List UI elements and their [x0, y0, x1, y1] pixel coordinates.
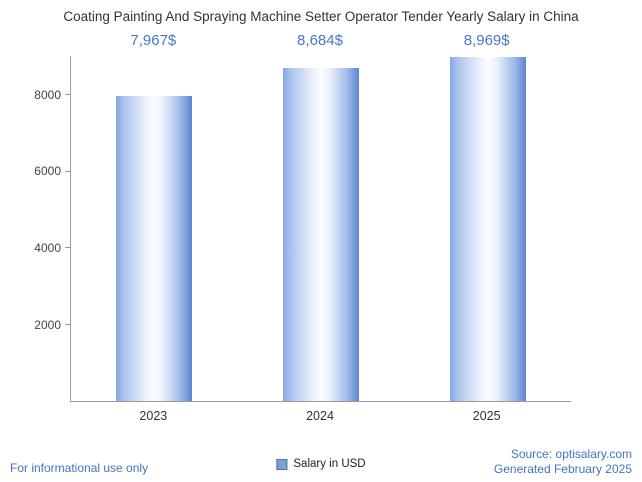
chart-title: Coating Painting And Spraying Machine Se… [63, 9, 579, 24]
x-axis-labels: 2023 2024 2025 [70, 402, 570, 424]
bar-value-label: 8,684$ [297, 32, 343, 50]
y-axis-tick-label: 6000 [34, 164, 61, 179]
legend-label: Salary in USD [293, 458, 366, 470]
chart: 7,967$ 8,684$ 8,969$ 2000 4000 6000 8000 2023… [34, 30, 571, 424]
x-axis-tick-label: 2023 [139, 409, 168, 424]
source-link[interactable]: Source: optisalary.com [510, 446, 632, 461]
y-axis-tick [65, 170, 71, 172]
y-axis-tick-label: 8000 [34, 87, 61, 102]
bar [116, 95, 193, 402]
bar [283, 68, 359, 402]
value-labels-row: 7,967$ 8,684$ 8,969$ [70, 30, 570, 56]
plot-area: 2000 4000 6000 8000 [34, 56, 571, 403]
y-axis-tick-label: 2000 [34, 317, 61, 332]
legend-swatch [276, 458, 288, 470]
x-axis-tick-label: 2025 [472, 409, 501, 424]
x-axis-tick-label: 2024 [306, 409, 334, 424]
y-axis-tick [65, 324, 71, 326]
disclaimer-text: For informational use only [10, 461, 149, 475]
bar-value-label: 7,967$ [130, 32, 177, 50]
y-axis-tick-label: 4000 [34, 240, 61, 255]
bar-value-label: 8,969$ [463, 32, 510, 50]
legend: Salary in USD [276, 458, 366, 470]
bar [449, 57, 526, 402]
y-axis-tick [65, 94, 71, 96]
generated-text: Generated February 2025 [493, 462, 632, 477]
source-block: Source: optisalary.com Generated Februar… [494, 447, 632, 478]
y-axis-tick [65, 247, 71, 249]
